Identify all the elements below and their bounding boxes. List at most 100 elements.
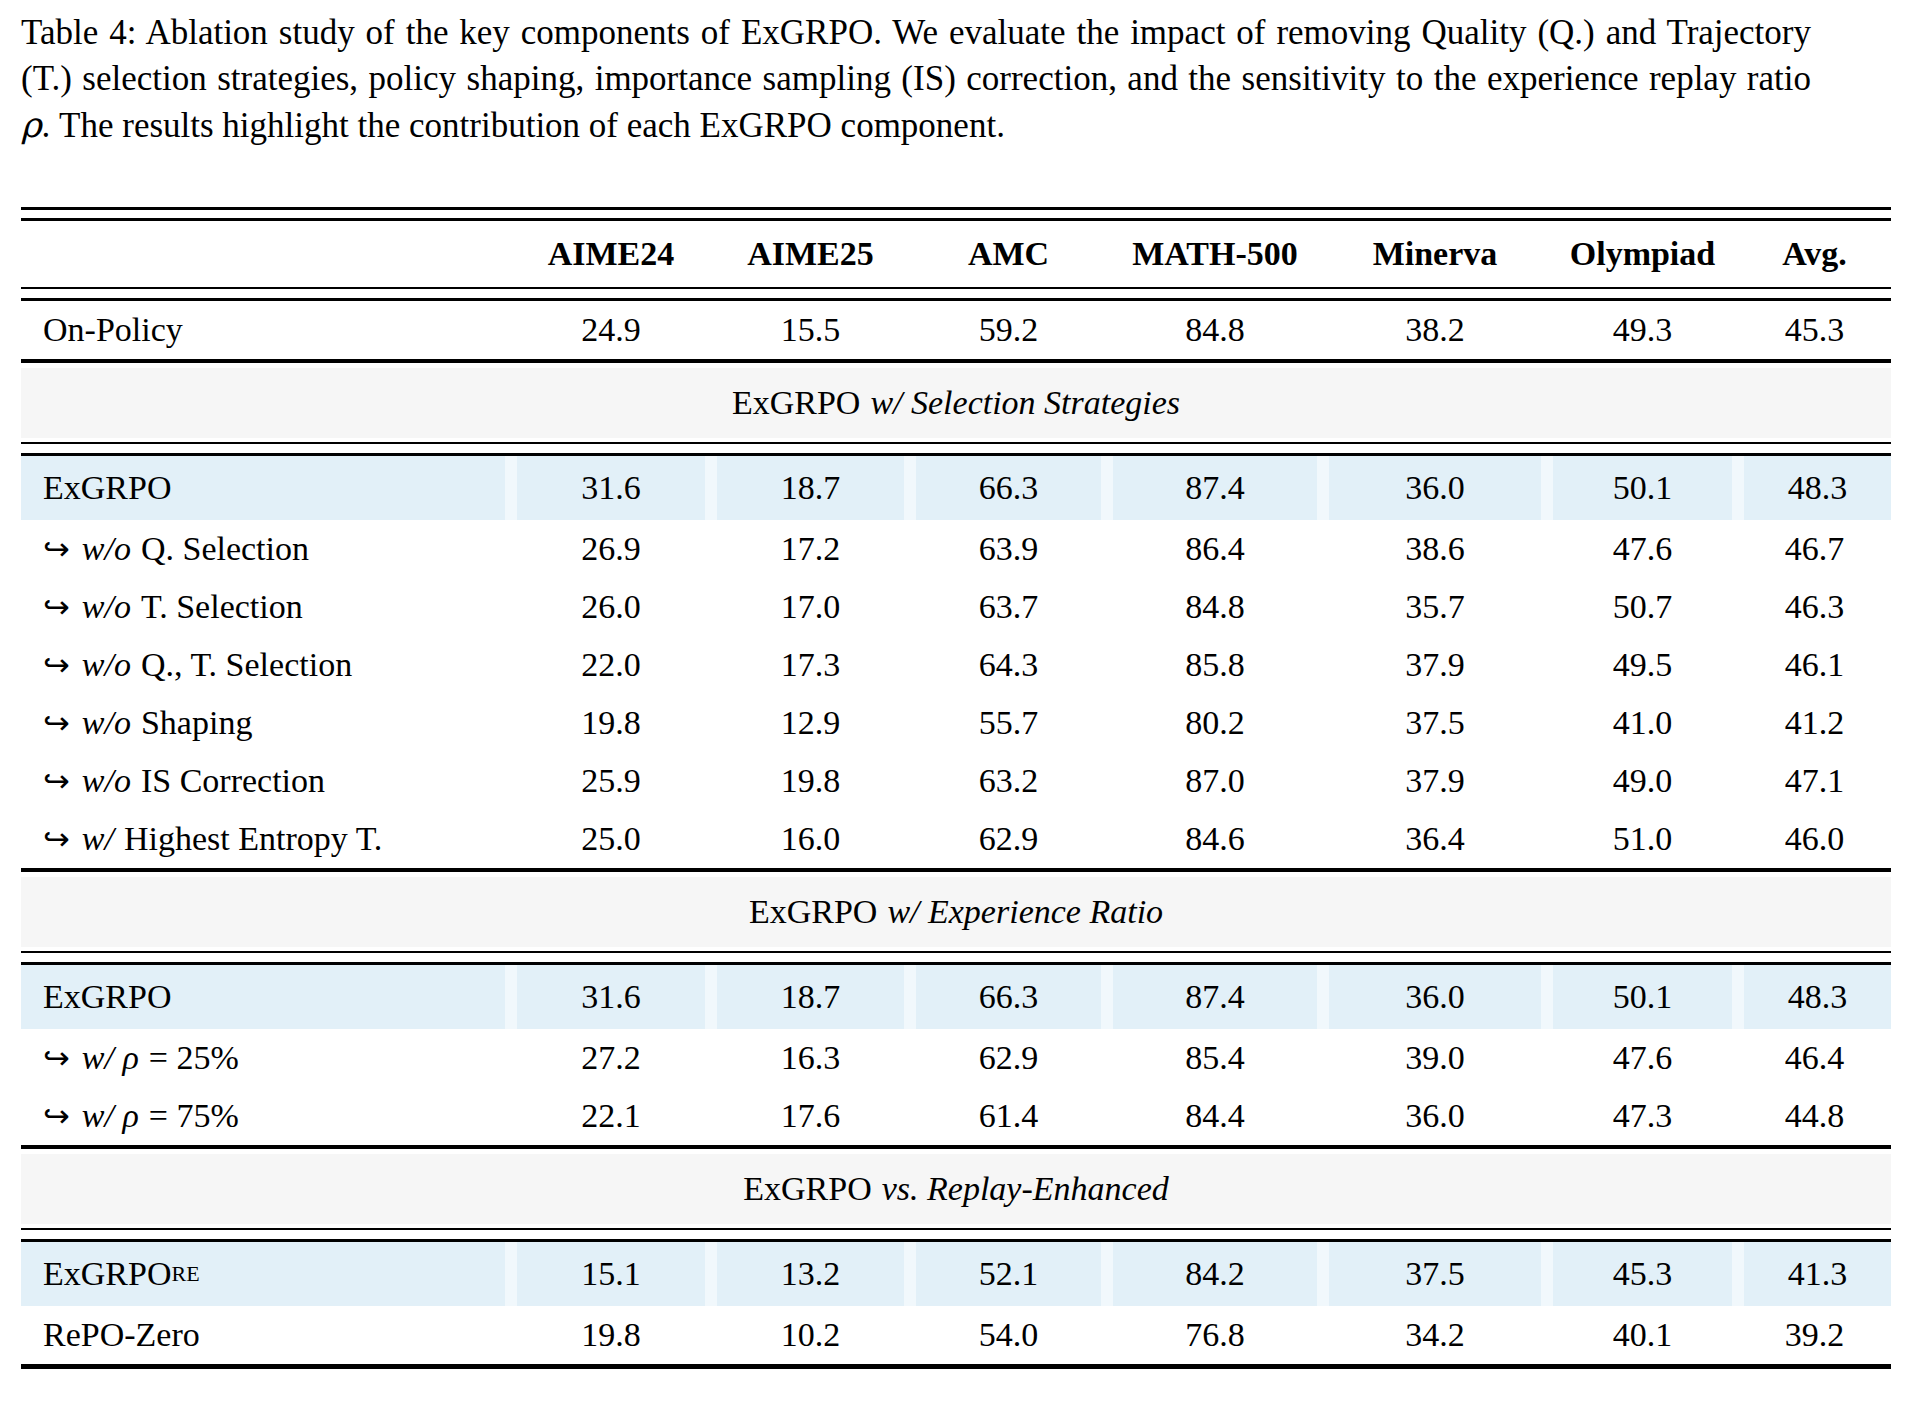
table-row: ↪w/oQ., T. Selection22.017.364.385.837.9…: [21, 636, 1891, 694]
metric-cell: 37.9: [1323, 752, 1547, 810]
metric-cell: 87.4: [1113, 965, 1317, 1029]
table-row: ↪w/oQ. Selection26.917.263.986.438.647.6…: [21, 520, 1891, 578]
rule: [21, 868, 1891, 872]
row-label-italic: w/o: [82, 704, 131, 742]
rule: [21, 207, 1891, 221]
row-label: = 25%: [149, 1039, 239, 1077]
row-label-cell: ↪w/oShaping: [21, 694, 511, 752]
metric-cell: 19.8: [711, 752, 910, 810]
metric-cell: 85.4: [1107, 1029, 1323, 1087]
column-header: Olympiad: [1547, 221, 1738, 287]
metric-cell: 61.4: [910, 1087, 1107, 1145]
metric-cell: 13.2: [717, 1242, 904, 1306]
metric-cell: 80.2: [1107, 694, 1323, 752]
metric-cell: 19.8: [511, 694, 711, 752]
section-band: ExGRPO w/ Selection Strategies: [21, 368, 1891, 438]
row-label-cell: ↪ w/ ρ = 75%: [21, 1087, 511, 1145]
row-label-cell: ExGRPO: [21, 965, 505, 1029]
metric-cell: 51.0: [1547, 810, 1738, 868]
metric-cell: 54.0: [910, 1306, 1107, 1364]
metric-cell: 27.2: [511, 1029, 711, 1087]
row-label: ExGRPO: [43, 469, 171, 507]
metric-cell: 76.8: [1107, 1306, 1323, 1364]
metric-cell: 18.7: [717, 456, 904, 520]
metric-cell: 31.6: [517, 965, 705, 1029]
row-label-cell: ExGRPO: [21, 456, 505, 520]
column-header: Avg.: [1738, 221, 1891, 287]
metric-cell: 25.0: [511, 810, 711, 868]
metric-cell: 17.6: [711, 1087, 910, 1145]
metric-cell: 37.5: [1329, 1242, 1541, 1306]
row-label: Shaping: [141, 704, 252, 742]
rule: [21, 359, 1891, 363]
metric-cell: 40.1: [1547, 1306, 1738, 1364]
hook-arrow-icon: ↪: [43, 1097, 70, 1135]
metric-cell: 17.0: [711, 578, 910, 636]
column-header: AMC: [910, 221, 1107, 287]
metric-cell: 36.0: [1329, 965, 1541, 1029]
metric-cell: 35.7: [1323, 578, 1547, 636]
rule: [21, 1364, 1891, 1369]
section-band: ExGRPOvs. Replay-Enhanced: [21, 1154, 1891, 1224]
row-label: Q., T. Selection: [141, 646, 352, 684]
metric-cell: 39.0: [1323, 1029, 1547, 1087]
metric-cell: 24.9: [511, 301, 711, 359]
row-label-italic: w/: [82, 820, 114, 858]
row-label-italic: w/ ρ: [82, 1039, 139, 1077]
metric-cell: 52.1: [916, 1242, 1101, 1306]
table-row-highlighted: ExGRPORE15.113.252.184.237.545.341.3: [21, 1242, 1891, 1306]
table-row-highlighted: ExGRPO31.618.766.387.436.050.148.3: [21, 965, 1891, 1029]
metric-cell: 10.2: [711, 1306, 910, 1364]
header-empty-cell: [21, 221, 511, 287]
rule: [21, 951, 1891, 965]
section-band-roman: ExGRPO: [749, 893, 877, 931]
metric-cell: 84.2: [1113, 1242, 1317, 1306]
hook-arrow-icon: ↪: [43, 530, 70, 568]
row-label: = 75%: [149, 1097, 239, 1135]
metric-cell: 49.5: [1547, 636, 1738, 694]
row-label: Q. Selection: [141, 530, 309, 568]
metric-cell: 86.4: [1107, 520, 1323, 578]
table-row-highlighted: ExGRPO31.618.766.387.436.050.148.3: [21, 456, 1891, 520]
metric-cell: 31.6: [517, 456, 705, 520]
metric-cell: 34.2: [1323, 1306, 1547, 1364]
metric-cell: 17.3: [711, 636, 910, 694]
row-label-cell: ↪ w/o Q. Selection: [21, 520, 511, 578]
row-label-italic: w/ ρ: [82, 1097, 139, 1135]
metric-cell: 84.6: [1107, 810, 1323, 868]
ablation-table: AIME24AIME25AMCMATH-500MinervaOlympiadAv…: [21, 207, 1891, 1369]
metric-cell: 45.3: [1553, 1242, 1732, 1306]
rule: [21, 1145, 1891, 1149]
metric-cell: 66.3: [916, 456, 1101, 520]
metric-cell: 48.3: [1744, 456, 1891, 520]
metric-cell: 46.4: [1738, 1029, 1891, 1087]
row-label-cell: ↪w/ ρ= 25%: [21, 1029, 511, 1087]
metric-cell: 26.0: [511, 578, 711, 636]
metric-cell: 36.4: [1323, 810, 1547, 868]
row-label: ExGRPO: [43, 1255, 171, 1293]
hook-arrow-icon: ↪: [43, 820, 70, 858]
rule: [21, 287, 1891, 301]
section-band: ExGRPOw/ Experience Ratio: [21, 877, 1891, 947]
section-band-italic: w/ Selection Strategies: [870, 384, 1180, 422]
metric-cell: 49.0: [1547, 752, 1738, 810]
table-row: ↪w/Highest Entropy T.25.016.062.984.636.…: [21, 810, 1891, 868]
metric-cell: 41.3: [1744, 1242, 1891, 1306]
metric-cell: 46.1: [1738, 636, 1891, 694]
caption-text-after-rho: . The results highlight the contribution…: [42, 106, 1005, 145]
hook-arrow-icon: ↪: [43, 762, 70, 800]
metric-cell: 63.7: [910, 578, 1107, 636]
column-header: Minerva: [1323, 221, 1547, 287]
metric-cell: 47.1: [1738, 752, 1891, 810]
rho-symbol: ρ: [21, 105, 42, 145]
metric-cell: 63.9: [910, 520, 1107, 578]
row-label-cell: ↪w/oT. Selection: [21, 578, 511, 636]
metric-cell: 50.1: [1553, 456, 1732, 520]
metric-cell: 85.8: [1107, 636, 1323, 694]
row-label-cell: RePO-Zero: [21, 1306, 511, 1364]
section-band-roman: ExGRPO: [732, 384, 860, 422]
metric-cell: 26.9: [511, 520, 711, 578]
metric-cell: 50.1: [1553, 965, 1732, 1029]
row-label-italic: w/o: [82, 530, 131, 568]
table-row: ↪w/ ρ= 25%27.216.362.985.439.047.646.4: [21, 1029, 1891, 1087]
